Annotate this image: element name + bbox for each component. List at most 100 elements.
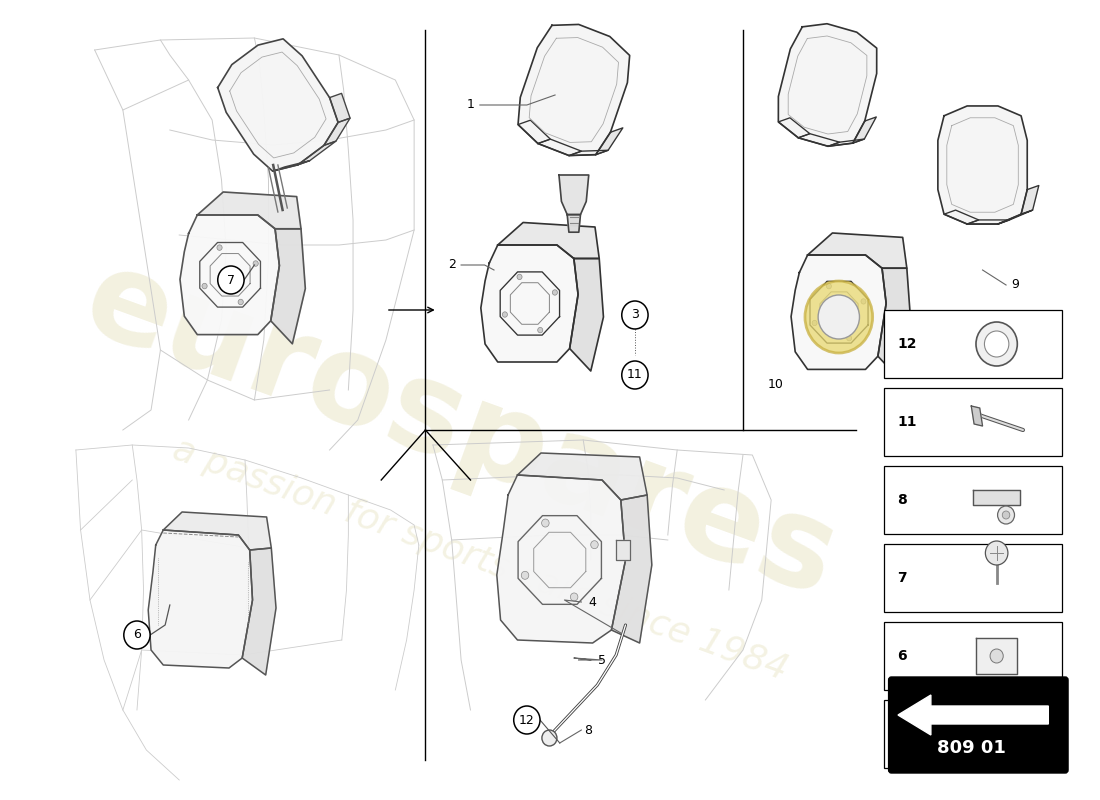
Circle shape [217,245,222,250]
Circle shape [847,335,851,341]
Text: 5: 5 [598,654,606,666]
Text: 1: 1 [466,98,474,111]
Text: 8: 8 [584,723,592,737]
Circle shape [202,283,207,289]
Text: eurospares: eurospares [69,238,854,622]
Circle shape [984,331,1009,357]
Polygon shape [271,229,306,344]
Polygon shape [976,638,1018,674]
Bar [884,700,1063,768]
Polygon shape [538,139,582,155]
Bar [884,622,1063,690]
Polygon shape [330,94,350,122]
Circle shape [503,312,507,318]
Text: a passion for sports cars since 1984: a passion for sports cars since 1984 [167,433,792,687]
Text: 4: 4 [588,595,596,609]
Polygon shape [481,245,579,362]
Text: 8: 8 [898,493,906,507]
Polygon shape [180,215,279,334]
Bar [884,466,1063,534]
Text: 12: 12 [898,337,916,351]
Polygon shape [971,406,982,426]
Polygon shape [242,548,276,675]
Polygon shape [148,530,253,668]
Polygon shape [791,255,887,370]
Text: 7: 7 [227,274,235,286]
Polygon shape [273,161,310,171]
Text: 12: 12 [519,714,535,726]
Polygon shape [878,268,911,378]
Polygon shape [967,220,1010,224]
Polygon shape [218,39,338,171]
Polygon shape [1021,186,1038,214]
Circle shape [542,730,557,746]
Circle shape [124,621,150,649]
Circle shape [253,261,258,266]
Circle shape [538,327,542,333]
Polygon shape [298,141,336,165]
Text: 10: 10 [768,378,784,391]
Text: 6: 6 [133,629,141,642]
Polygon shape [998,210,1033,224]
Polygon shape [570,258,604,371]
Text: 2: 2 [448,258,455,271]
Polygon shape [779,24,877,146]
Polygon shape [852,117,877,143]
Polygon shape [828,139,865,146]
Circle shape [990,649,1003,663]
Circle shape [541,519,549,527]
Circle shape [517,274,522,279]
Polygon shape [163,512,272,550]
Polygon shape [938,106,1027,224]
Polygon shape [616,540,630,560]
Polygon shape [799,134,839,146]
Text: 6: 6 [898,649,906,663]
Polygon shape [517,453,647,500]
Circle shape [861,298,866,304]
Circle shape [591,541,598,549]
FancyBboxPatch shape [889,677,1068,773]
Polygon shape [612,495,652,643]
Text: 7: 7 [898,571,906,585]
Polygon shape [324,118,350,146]
Circle shape [818,295,859,339]
Circle shape [552,290,558,295]
Circle shape [621,301,648,329]
Polygon shape [779,118,810,138]
Circle shape [1002,511,1010,519]
Circle shape [976,322,1018,366]
Circle shape [514,706,540,734]
Polygon shape [518,25,629,155]
Circle shape [571,593,578,601]
Text: 3: 3 [898,727,906,741]
Bar [884,310,1063,378]
Text: 11: 11 [627,369,642,382]
Bar [884,544,1063,612]
Polygon shape [497,475,626,643]
Polygon shape [944,210,979,224]
Polygon shape [497,222,600,258]
Circle shape [812,320,817,326]
Circle shape [521,571,529,579]
Polygon shape [807,233,906,268]
Text: 11: 11 [898,415,916,429]
Bar [884,388,1063,456]
Polygon shape [898,695,1048,735]
Polygon shape [518,120,550,143]
Polygon shape [974,490,1020,505]
Text: 809 01: 809 01 [937,739,1005,757]
Polygon shape [197,192,301,229]
Circle shape [621,361,648,389]
Circle shape [805,281,872,353]
Circle shape [238,299,243,305]
Polygon shape [596,128,623,154]
Circle shape [986,541,1008,565]
Circle shape [218,266,244,294]
Polygon shape [569,150,608,155]
Text: 9: 9 [1012,278,1020,291]
Circle shape [826,283,832,289]
Circle shape [998,506,1014,524]
Text: 3: 3 [631,309,639,322]
Polygon shape [568,214,581,232]
Polygon shape [559,175,588,214]
